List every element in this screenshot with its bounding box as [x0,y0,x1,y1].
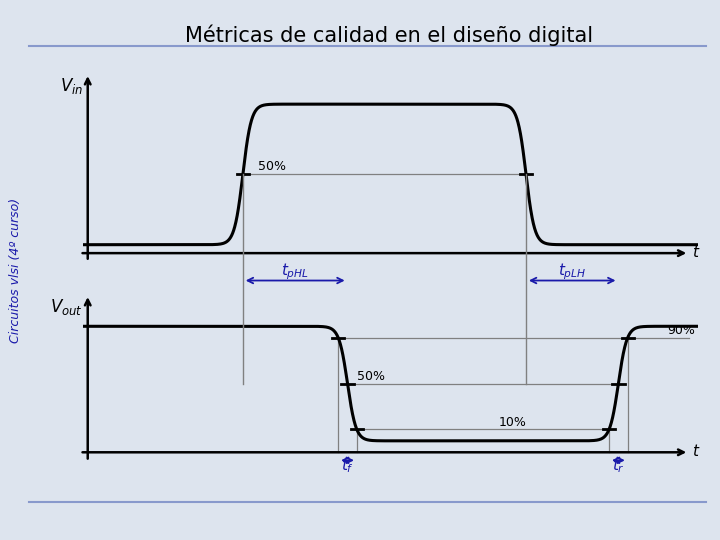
Text: $t_{pLH}$: $t_{pLH}$ [558,262,586,282]
Text: Circuitos vlsi (4º curso): Circuitos vlsi (4º curso) [9,198,22,342]
Text: $t_{pHL}$: $t_{pHL}$ [281,262,309,282]
Text: 50%: 50% [356,370,384,383]
Text: 90%: 90% [667,325,696,338]
Text: $t$: $t$ [692,244,701,260]
Text: $V_{in}$: $V_{in}$ [60,76,83,96]
Text: $t_f$: $t_f$ [341,457,354,475]
Text: Métricas de calidad en el diseño digital: Métricas de calidad en el diseño digital [185,24,593,46]
Text: 50%: 50% [258,160,287,173]
Text: $V_{out}$: $V_{out}$ [50,296,83,316]
Text: $t_r$: $t_r$ [612,457,625,475]
Text: 10%: 10% [498,416,526,429]
Text: $t$: $t$ [692,443,701,459]
